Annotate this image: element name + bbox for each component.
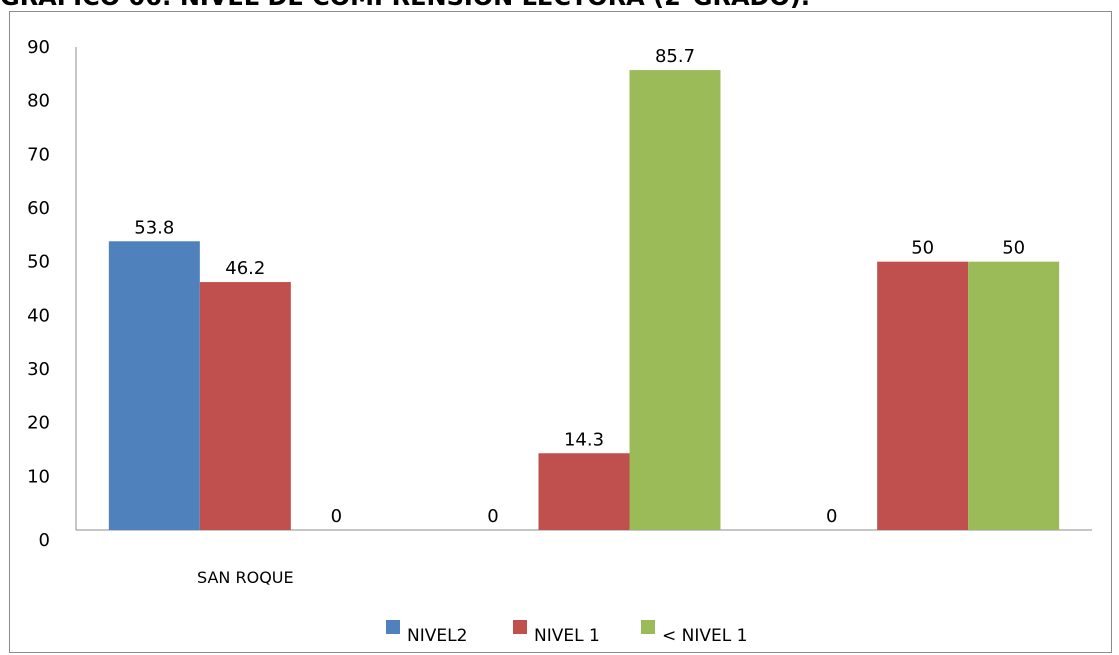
data-label: 53.8 xyxy=(134,217,174,238)
data-label: 50 xyxy=(911,238,934,259)
y-tick-label: 0 xyxy=(39,530,50,551)
legend-swatch xyxy=(386,620,400,634)
chart-title-prefix: GRAFICO 06: xyxy=(0,0,180,11)
y-tick-label: 40 xyxy=(27,305,50,326)
data-label: 0 xyxy=(331,506,342,527)
bar xyxy=(968,261,1060,530)
data-label: 85.7 xyxy=(655,46,695,67)
data-label: 46.2 xyxy=(225,258,265,279)
bar xyxy=(877,261,969,530)
y-tick-label: 30 xyxy=(27,359,50,380)
y-tick-label: 20 xyxy=(27,413,50,434)
legend-label: < NIVEL 1 xyxy=(662,626,747,646)
bar xyxy=(629,70,721,531)
chart-title: GRAFICO 06: NIVEL DE COMPRENSION LECTORA… xyxy=(0,0,1119,23)
bar xyxy=(108,241,200,531)
data-label: 50 xyxy=(1002,238,1025,259)
chart-title-main: NIVEL DE COMPRENSION LECTORA (2°GRADO) xyxy=(180,0,801,11)
legend-label: NIVEL 1 xyxy=(534,626,600,646)
category-label: SAN ROQUE xyxy=(197,568,294,587)
y-tick-label: 80 xyxy=(27,91,50,112)
y-tick-label: 50 xyxy=(27,252,50,273)
bar xyxy=(538,453,630,530)
y-tick-label: 70 xyxy=(27,144,50,165)
chart-frame xyxy=(9,11,1112,653)
legend-swatch xyxy=(641,620,655,634)
bar xyxy=(199,282,291,530)
y-tick-label: 60 xyxy=(27,198,50,219)
data-label: 14.3 xyxy=(564,429,604,450)
y-tick-label: 10 xyxy=(27,466,50,487)
data-label: 0 xyxy=(487,506,498,527)
legend-swatch xyxy=(513,620,527,634)
y-tick-label: 90 xyxy=(27,37,50,58)
legend-label: NIVEL2 xyxy=(407,626,467,646)
data-label: 0 xyxy=(826,506,837,527)
chart-title-suffix: . xyxy=(801,0,810,11)
